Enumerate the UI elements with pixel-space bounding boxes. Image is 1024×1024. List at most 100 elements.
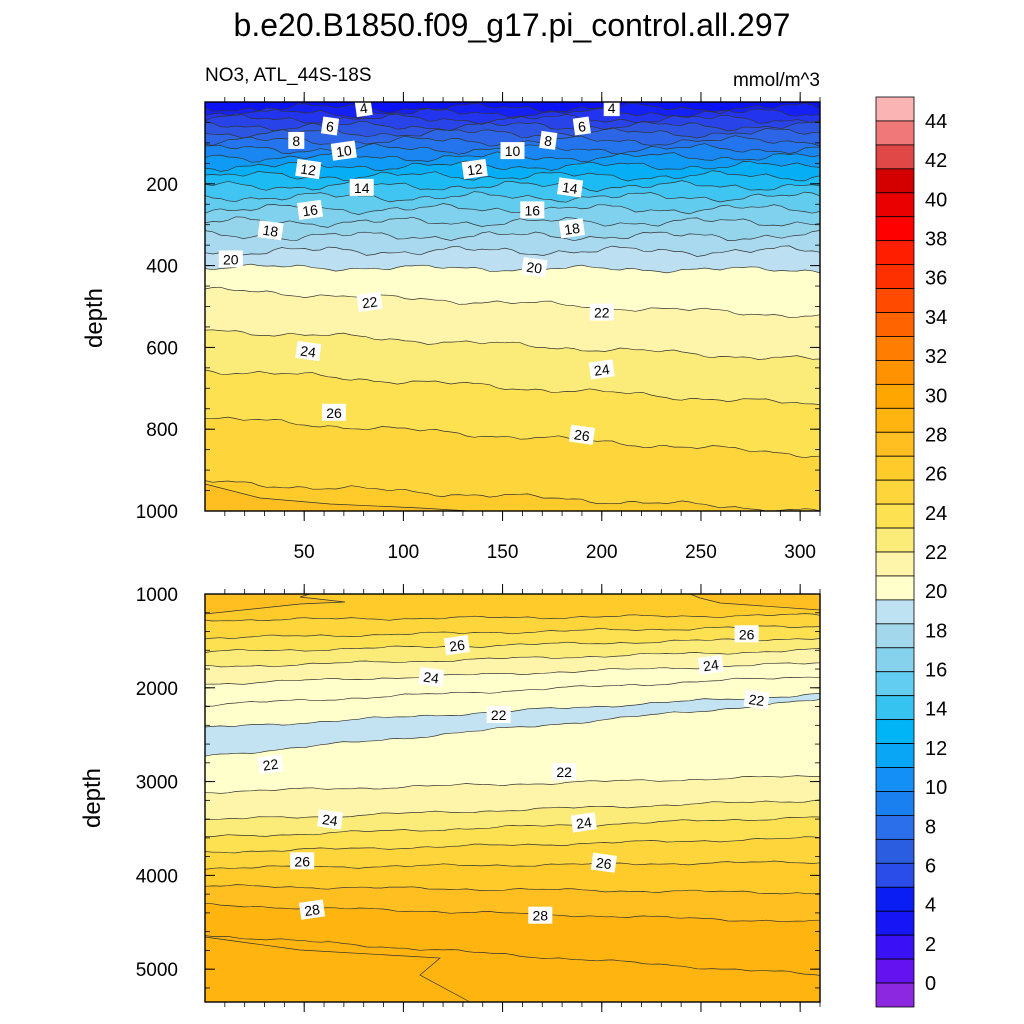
lower-y-tick-label: 3000 [136,773,178,794]
upper-contour-label-text: 16 [525,202,541,218]
upper-contour-label: 22 [356,291,383,312]
lower-contour-label-text: 28 [303,901,321,919]
lower-contour-label: 24 [418,666,445,688]
upper-contour-line [204,480,821,512]
upper-contour-label-text: 16 [301,201,319,219]
colorbar-label: 32 [925,346,947,368]
colorbar-swatch [875,168,915,194]
upper-contour-label: 8 [539,130,558,150]
upper-contour-label: 18 [558,218,585,239]
lower-contour-label-text: 24 [702,656,720,674]
lower-contour-label: 24 [317,809,344,830]
colorbar-label: 16 [925,660,947,682]
upper-x-tick-label: 200 [586,542,618,563]
upper-contour-label: 16 [520,201,545,219]
colorbar-swatch [875,767,915,792]
colorbar-swatch [875,815,915,840]
lower-contour-line [204,699,821,757]
upper-contour-label: 6 [572,116,591,136]
colorbar-label: 4 [925,895,936,917]
lower-contour-line [204,613,821,622]
lower-panel-frame [204,593,821,1003]
upper-contour-label-text: 4 [608,100,616,116]
lower-contour-label-text: 24 [321,811,339,829]
colorbar-label: 20 [925,581,947,603]
upper-contour-label-text: 26 [326,405,342,421]
colorbar-swatch [875,695,915,721]
upper-contour-label-text: 6 [325,118,335,135]
colorbar-swatch [875,503,915,529]
colorbar-swatch [875,407,915,433]
upper-contour-label-text: 22 [361,293,379,311]
lower-contour-label: 26 [443,635,470,656]
upper-y-tick-label: 400 [146,257,178,278]
colorbar-label: 26 [925,464,947,486]
upper-contour-label-text: 10 [505,143,521,159]
upper-contour-label-text: 20 [223,252,239,268]
lower-y-tick-label: 5000 [136,960,178,981]
upper-contour-label-text: 24 [593,361,611,379]
upper-contour-line [204,245,821,257]
upper-contour-line [204,191,821,203]
upper-contour-label: 20 [521,257,548,278]
upper-panel: 4 4 6 6 8 8 10 10 12 12 14 14 16 16 18 18 20 20 22 22 24 24 26… [81,92,821,563]
upper-contour-label: 12 [461,158,488,180]
upper-x-tick-label: 250 [685,542,717,563]
lower-contour-label: 26 [590,852,617,873]
lower-contour-line [204,775,820,794]
colorbar-swatch [875,455,915,481]
upper-contour-line [204,216,821,228]
lower-contour-label-text: 22 [748,691,766,709]
lower-contour-label: 22 [486,706,511,723]
lower-contour-line [204,935,821,976]
lower-panel: 26 26 24 24 22 22 22 22 24 24 26 26 28 28 1000 2000 300… [79,584,821,1012]
upper-contour-label: 4 [354,98,373,118]
upper-contour-label: 22 [589,303,614,321]
colorbar-label: 6 [925,855,936,877]
upper-contour-label: 18 [257,220,284,241]
upper-contour-label: 16 [296,199,324,220]
colorbar-label: 18 [925,620,947,642]
upper-contour-label: 14 [557,177,584,198]
colorbar-swatch [875,96,915,122]
lower-contour-line [204,836,821,854]
chart-title: b.e20.B1850.f09_g17.pi_control.all.297 [234,7,791,43]
colorbar-swatch [875,719,915,744]
upper-contour-label: 10 [330,140,357,161]
lower-contour-label-text: 24 [575,814,593,832]
colorbar-swatch [875,479,915,505]
colorbar-label: 0 [925,973,936,995]
lower-contour-label-text: 22 [556,764,572,780]
upper-contour-line [204,113,821,125]
upper-y-tick-label: 600 [146,338,178,359]
upper-contour-line [204,230,821,242]
lower-contour-label-text: 26 [739,626,755,642]
upper-contour-label: 12 [295,158,322,180]
lower-contour-label: 28 [298,899,326,920]
colorbar-swatch [875,647,915,673]
colorbar-label: 14 [925,699,947,721]
upper-contour-line [204,369,821,405]
colorbar-swatch [875,120,915,146]
upper-x-tick-label: 100 [388,542,420,563]
lower-contour-label: 22 [743,689,770,710]
colorbar-swatch [875,599,915,625]
colorbar-swatch [875,240,915,266]
colorbar-label: 24 [925,503,947,525]
upper-contour-label-text: 4 [359,100,369,117]
upper-contour-label: 24 [588,359,615,380]
lower-contour-label-text: 26 [595,854,613,872]
upper-contour-label: 8 [288,131,305,149]
upper-y-tick-label: 200 [146,175,178,196]
chart-subtitle-variable: NO3, ATL_44S-18S [205,65,372,86]
upper-contour-label-text: 22 [594,305,610,321]
lower-contour-label: 26 [290,852,315,870]
colorbar-label: 8 [925,816,936,838]
colorbar-swatch [875,791,915,816]
colorbar-swatch [875,910,915,936]
lower-contour-label-text: 28 [533,908,549,924]
colorbar-swatch [875,527,915,553]
upper-depth-axis-label: depth [81,288,108,348]
colorbar-swatch [875,575,915,601]
